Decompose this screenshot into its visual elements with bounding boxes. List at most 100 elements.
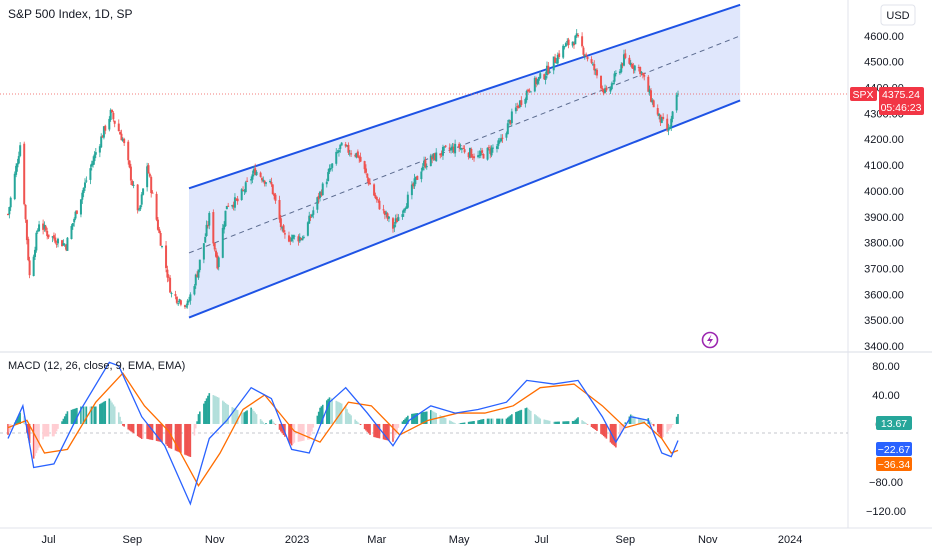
candle-body — [471, 156, 474, 158]
macd-hist-bar — [563, 421, 566, 424]
candle-body — [244, 182, 247, 193]
candle-body — [517, 105, 520, 108]
candle-body — [335, 151, 338, 164]
candle-body — [150, 177, 153, 193]
candle-body — [486, 147, 489, 160]
candle-body — [16, 163, 19, 168]
candle-body — [36, 230, 39, 232]
macd-hist-bar — [119, 416, 121, 424]
candle-body — [498, 141, 501, 143]
candle-body — [100, 136, 103, 148]
macd-hist-bar — [566, 421, 569, 424]
macd-hist-bar — [640, 419, 643, 424]
candle-body — [178, 299, 181, 302]
macd-histogram — [7, 393, 679, 459]
macd-hist-bar — [470, 421, 473, 424]
macd-hist-bar — [63, 416, 66, 424]
macd-hist-bar — [100, 403, 103, 424]
candle-body — [255, 171, 258, 176]
macd-hist-bar — [184, 423, 186, 455]
macd-hist-bar — [367, 423, 370, 434]
macd-hist-bar — [481, 419, 483, 424]
macd-hist-bar — [577, 417, 579, 424]
channel-fill — [189, 4, 741, 318]
candle-body — [405, 206, 408, 209]
signal-line — [7, 372, 679, 487]
macd-hist-bar — [321, 404, 324, 424]
candle-body — [643, 74, 646, 77]
macd-hist-bar — [632, 415, 635, 424]
macd-hist-bar — [93, 406, 96, 424]
macd-hist-bar — [150, 423, 152, 440]
price-tick-label: 4500.00 — [864, 57, 904, 69]
candle-body — [613, 73, 616, 82]
time-tick-label: Sep — [122, 534, 142, 546]
candle-body — [656, 108, 659, 115]
candle-body — [302, 236, 305, 238]
macd-hist-bar — [430, 410, 432, 424]
macd-hist-bar — [393, 423, 396, 439]
macd-hist-bar — [548, 420, 551, 424]
macd-hist-bar — [196, 421, 198, 424]
macd-hist-bar — [528, 409, 531, 424]
currency-label: USD — [886, 10, 909, 22]
candle-body — [240, 189, 243, 200]
candle-body — [89, 168, 92, 180]
candle-body — [441, 146, 444, 156]
candle-body — [98, 146, 101, 153]
macd-hist-bar — [139, 423, 142, 439]
macd-hist-bar — [255, 414, 258, 424]
macd-hist-bar — [72, 409, 74, 424]
candle-body — [562, 45, 565, 58]
macd-hist-bar — [70, 409, 73, 424]
candle-body — [458, 143, 461, 148]
candle-body — [233, 197, 236, 208]
macd-hist-bar — [18, 415, 20, 424]
macd-hist-bar — [651, 423, 654, 425]
candle-body — [174, 294, 177, 296]
candle-body — [412, 183, 415, 187]
macd-hist-bar — [384, 423, 386, 440]
macd-hist-bar — [473, 420, 475, 424]
candle-body — [467, 152, 470, 158]
candle-body — [13, 173, 16, 200]
price-axis[interactable]: 4600.004500.004400.004300.004200.004100.… — [864, 31, 904, 353]
candle-body — [300, 238, 303, 240]
candle-body — [281, 226, 284, 229]
candle-body — [628, 57, 631, 64]
candle-body — [490, 147, 493, 156]
candle-body — [273, 193, 276, 196]
candle-body — [482, 154, 485, 159]
time-axis[interactable]: Jul Sep Nov 2023 Mar May Jul Sep Nov 2024 — [41, 534, 802, 546]
candle-body — [339, 144, 342, 149]
macd-hist-bar — [307, 423, 309, 440]
macd-signal-value: −36.34 — [878, 459, 911, 471]
macd-hist-bar — [631, 415, 633, 424]
macd-hist-bar — [325, 400, 328, 424]
macd-hist-bar — [525, 407, 528, 424]
candle-body — [582, 47, 585, 55]
macd-hist-bar — [612, 423, 614, 445]
candle-body — [666, 118, 669, 130]
macd-hist-bar — [151, 423, 154, 441]
macd-hist-bar — [73, 408, 75, 424]
regression-channel[interactable] — [188, 3, 741, 319]
macd-hist-bar — [415, 413, 417, 424]
candle-body — [127, 141, 130, 161]
macd-hist-bar — [207, 395, 209, 424]
candle-body — [366, 173, 369, 178]
macd-hist-bar — [45, 423, 47, 437]
candle-body — [270, 182, 273, 185]
candle-body — [151, 192, 154, 194]
macd-tick-label: −120.00 — [866, 506, 906, 518]
currency-button[interactable]: USD — [880, 4, 916, 26]
macd-hist-bar — [582, 421, 585, 424]
candle-body — [159, 232, 162, 246]
candle-body — [539, 73, 542, 79]
candle-body — [495, 146, 498, 149]
macd-hist-bar — [492, 418, 494, 424]
candle-body — [170, 292, 173, 294]
lightning-icon[interactable] — [701, 331, 719, 349]
